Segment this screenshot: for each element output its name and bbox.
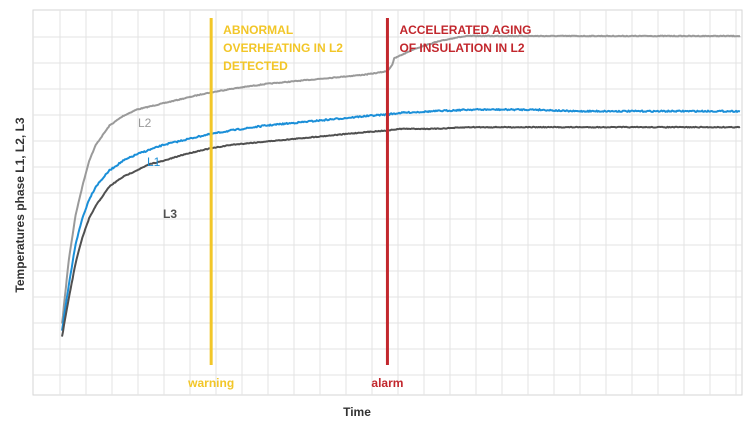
series-label-l3: L3 <box>163 207 177 221</box>
series-label-l1: L1 <box>147 155 161 169</box>
warning-marker-label: warning <box>187 376 234 390</box>
series-line-l3 <box>61 125 741 337</box>
event-markers: warning ABNORMAL OVERHEATING IN L2 DETECTED… <box>187 18 531 390</box>
warning-annotation-line: OVERHEATING IN L2 <box>223 41 343 55</box>
warning-annotation-line: DETECTED <box>223 59 288 73</box>
alarm-marker-label: alarm <box>371 376 403 390</box>
alarm-annotation-line: ACCELERATED AGING <box>399 23 531 37</box>
series-line-l1 <box>61 107 741 331</box>
warning-annotation-line: ABNORMAL <box>223 23 293 37</box>
series-line-l2 <box>61 34 741 324</box>
y-axis-label: Temperatures phase L1, L2, L3 <box>13 117 27 292</box>
series-lines <box>61 34 741 337</box>
alarm-annotation-line: OF INSULATION IN L2 <box>399 41 524 55</box>
series-label-l2: L2 <box>138 116 152 130</box>
x-axis-label: Time <box>343 405 371 419</box>
series-labels: L2 L1 L3 <box>138 116 177 221</box>
